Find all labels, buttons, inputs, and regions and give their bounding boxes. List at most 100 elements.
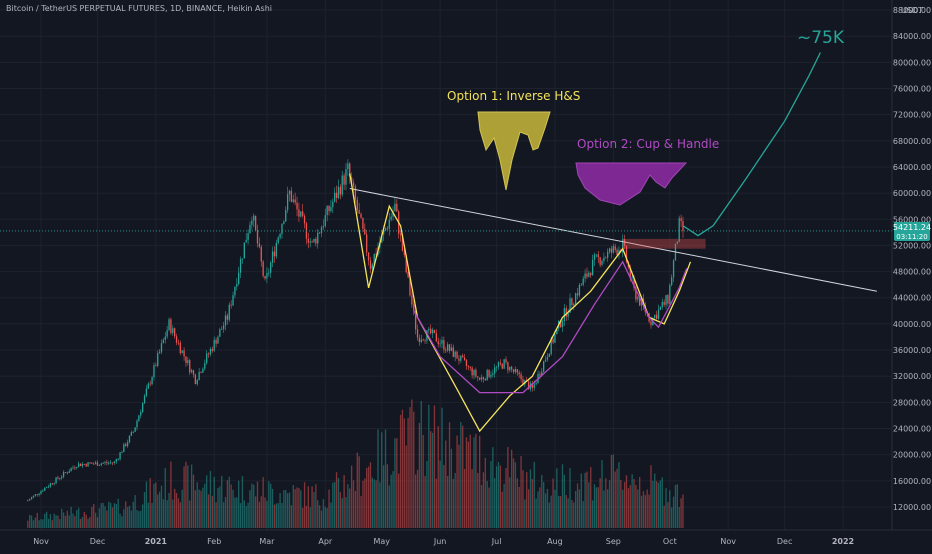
current-price-value: 54211.24 xyxy=(893,223,931,232)
volume-bar xyxy=(648,494,650,528)
volume-bar xyxy=(382,465,385,528)
option-2-label: Option 2: Cup & Handle xyxy=(577,137,719,151)
x-tick-label: Aug xyxy=(547,537,563,546)
volume-bar xyxy=(57,515,59,528)
candle-body xyxy=(232,295,234,306)
candle-body xyxy=(179,342,181,354)
volume-bar xyxy=(463,468,466,528)
resistance-zone xyxy=(622,238,706,249)
volume-bar xyxy=(543,482,545,528)
volume-bar xyxy=(435,478,438,528)
volume-bar xyxy=(68,515,70,528)
volume-bar xyxy=(452,478,454,528)
candle-body xyxy=(104,462,106,463)
volume-bar xyxy=(270,483,272,528)
candle-body xyxy=(204,363,206,369)
volume-bar xyxy=(172,499,174,528)
candle-body xyxy=(108,462,110,464)
volume-bar xyxy=(394,438,396,528)
y-tick-label: 28000.00 xyxy=(893,398,931,407)
volume-bar xyxy=(396,438,398,528)
candle-body xyxy=(45,487,48,489)
candle-body xyxy=(130,432,133,436)
price-scale-panel[interactable] xyxy=(892,0,932,550)
volume-bar xyxy=(460,421,462,528)
candle-body xyxy=(535,383,537,385)
volume-bar xyxy=(416,469,419,528)
y-tick-label: 12000.00 xyxy=(893,503,931,512)
symbol-title: Bitcoin / TetherUS PERPETUAL FUTURES, 1D… xyxy=(6,4,272,13)
volume-bar xyxy=(222,502,225,528)
volume-bar xyxy=(243,500,245,528)
candle-body xyxy=(300,211,302,217)
candle-body xyxy=(126,442,129,447)
time-scale-panel[interactable] xyxy=(0,530,932,550)
volume-bar xyxy=(403,418,406,528)
candle-body xyxy=(292,199,294,202)
candle-body xyxy=(586,273,588,277)
volume-bar xyxy=(655,481,658,528)
volume-bar xyxy=(179,502,181,528)
candle-body xyxy=(565,308,567,317)
candle-body xyxy=(96,462,99,466)
volume-bar xyxy=(104,506,106,528)
volume-bar xyxy=(369,462,372,528)
candle-body xyxy=(569,298,571,313)
volume-bar xyxy=(627,488,630,528)
candle-body xyxy=(160,343,163,352)
volume-bar xyxy=(607,489,609,528)
candle-body xyxy=(349,163,351,177)
candle-body xyxy=(612,246,614,253)
candle-body xyxy=(185,356,187,364)
candle-body xyxy=(507,362,509,371)
volume-bar xyxy=(268,481,270,528)
candle-body xyxy=(74,467,76,469)
candle-body xyxy=(671,277,673,286)
volume-bar xyxy=(126,507,129,528)
volume-bar xyxy=(305,505,308,528)
volume-bar xyxy=(488,487,490,528)
volume-bar xyxy=(102,502,104,528)
candle-body xyxy=(198,371,200,381)
grid-lines xyxy=(0,0,892,530)
candle-body xyxy=(478,377,481,380)
volume-bar xyxy=(253,484,255,528)
volume-bar xyxy=(646,489,648,528)
volume-bar xyxy=(422,434,424,528)
volume-bar xyxy=(546,488,549,528)
volume-bar xyxy=(74,516,76,528)
volume-bar xyxy=(128,505,131,528)
volume-bar xyxy=(509,477,511,528)
volume-bar xyxy=(45,511,48,528)
candle-body xyxy=(164,336,166,340)
volume-bar xyxy=(478,435,481,528)
volume-bar xyxy=(413,411,415,528)
volume-bar xyxy=(77,507,80,528)
y-tick-label: 84000.00 xyxy=(893,32,931,41)
x-tick-label: Dec xyxy=(90,537,105,546)
current-price-badge xyxy=(894,222,930,241)
candle-body xyxy=(573,303,575,306)
volume-bar xyxy=(76,509,78,528)
volume-bar xyxy=(185,461,187,528)
volume-bar xyxy=(650,465,652,528)
candle-body xyxy=(373,254,375,265)
candle-body xyxy=(149,383,151,385)
candle-body xyxy=(172,328,174,334)
volume-bar xyxy=(399,414,402,528)
candle-body xyxy=(484,379,486,381)
candle-body xyxy=(183,350,185,357)
volume-bar xyxy=(672,496,675,528)
candle-body xyxy=(296,202,298,210)
volume-bar xyxy=(151,502,153,528)
candle-body xyxy=(109,462,112,464)
candle-body xyxy=(236,283,238,287)
volume-bar xyxy=(285,489,287,528)
candle-body xyxy=(520,374,522,380)
candle-body xyxy=(317,232,319,244)
volume-bar xyxy=(375,480,377,528)
volume-bar xyxy=(149,478,151,528)
candle-body xyxy=(337,186,340,198)
